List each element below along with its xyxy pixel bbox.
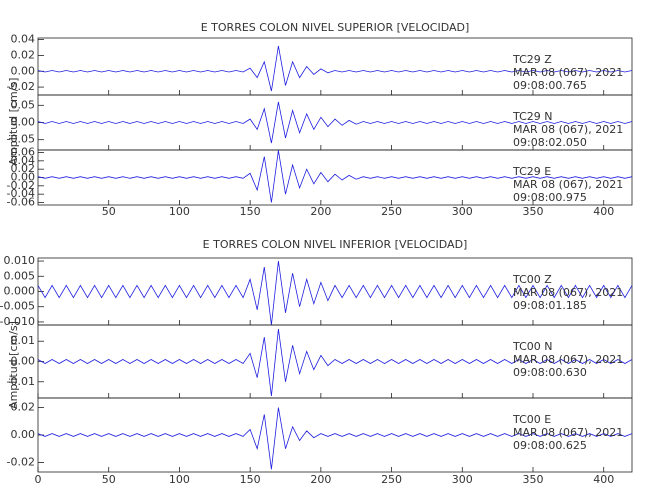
y-tick-label: 0.04 bbox=[11, 154, 36, 167]
time-label: 09:08:00.765 bbox=[513, 79, 587, 92]
y-tick-label: 0.02 bbox=[11, 162, 36, 175]
x-tick-label: 250 bbox=[381, 205, 402, 218]
waveform bbox=[37, 45, 633, 92]
chart-title: E TORRES COLON NIVEL INFERIOR [VELOCIDAD… bbox=[203, 238, 468, 251]
x-tick-label: 300 bbox=[452, 473, 473, 486]
date-label: MAR 08 (067), 2021 bbox=[513, 286, 623, 299]
y-tick-label: 0.04 bbox=[11, 33, 36, 46]
x-tick-label: 100 bbox=[169, 205, 190, 218]
time-label: 09:08:00.630 bbox=[513, 366, 587, 379]
time-label: 09:08:02.050 bbox=[513, 136, 587, 149]
date-label: MAR 08 (067), 2021 bbox=[513, 178, 623, 191]
y-tick-label: 0.000 bbox=[4, 285, 36, 298]
y-tick-label: -0.02 bbox=[7, 179, 35, 192]
y-tick-label: 0.02 bbox=[11, 48, 36, 61]
y-tick-label: 0.02 bbox=[11, 401, 36, 414]
station-label: TC00 N bbox=[512, 340, 552, 353]
x-tick-label: 350 bbox=[523, 473, 544, 486]
station-label: TC29 Z bbox=[512, 53, 552, 66]
x-tick-label: 50 bbox=[102, 205, 116, 218]
x-tick-label: 300 bbox=[452, 205, 473, 218]
y-tick-label: 0.00 bbox=[11, 171, 36, 184]
chart-title: E TORRES COLON NIVEL SUPERIOR [VELOCIDAD… bbox=[201, 21, 470, 34]
y-tick-label: 0.00 bbox=[11, 116, 36, 129]
time-label: 09:08:01.185 bbox=[513, 299, 587, 312]
y-tick-label: 0.005 bbox=[4, 269, 36, 282]
y-tick-label: -0.005 bbox=[0, 300, 35, 313]
date-label: MAR 08 (067), 2021 bbox=[513, 123, 623, 136]
x-tick-label: 400 bbox=[593, 473, 614, 486]
x-tick-label: 0 bbox=[35, 473, 42, 486]
x-tick-label: 200 bbox=[310, 473, 331, 486]
station-label: TC29 E bbox=[512, 165, 551, 178]
y-tick-label: -0.06 bbox=[7, 196, 35, 209]
y-tick-label: -0.02 bbox=[7, 80, 35, 93]
y-tick-label: -0.010 bbox=[0, 315, 35, 328]
y-tick-label: -0.05 bbox=[7, 133, 35, 146]
waveform bbox=[37, 407, 633, 470]
waveform bbox=[37, 329, 633, 397]
waveform bbox=[37, 150, 633, 203]
time-label: 09:08:00.625 bbox=[513, 439, 587, 452]
station-label: TC29 N bbox=[512, 110, 552, 123]
y-axis-label: Amplitud [cm/s] bbox=[7, 78, 20, 166]
x-tick-label: 100 bbox=[169, 473, 190, 486]
x-tick-label: 150 bbox=[240, 205, 261, 218]
y-axis-label: Amplitud [cm/s] bbox=[7, 321, 20, 409]
x-tick-label: 250 bbox=[381, 473, 402, 486]
date-label: MAR 08 (067), 2021 bbox=[513, 426, 623, 439]
x-tick-label: 400 bbox=[593, 205, 614, 218]
y-tick-label: 0.00 bbox=[11, 64, 36, 77]
y-tick-label: -0.02 bbox=[7, 455, 35, 468]
y-tick-label: 0.05 bbox=[11, 98, 36, 111]
time-label: 09:08:00.975 bbox=[513, 191, 587, 204]
waveform bbox=[37, 101, 633, 144]
y-tick-label: -0.01 bbox=[7, 375, 35, 388]
x-tick-label: 150 bbox=[240, 473, 261, 486]
y-tick-label: -0.04 bbox=[7, 187, 35, 200]
y-tick-label: 0.00 bbox=[11, 355, 36, 368]
date-label: MAR 08 (067), 2021 bbox=[513, 66, 623, 79]
x-tick-label: 50 bbox=[102, 473, 116, 486]
x-tick-label: 350 bbox=[523, 205, 544, 218]
y-tick-label: 0.00 bbox=[11, 428, 36, 441]
y-tick-label: 0.06 bbox=[11, 146, 36, 159]
station-label: TC00 Z bbox=[512, 273, 552, 286]
date-label: MAR 08 (067), 2021 bbox=[513, 353, 623, 366]
station-label: TC00 E bbox=[512, 413, 551, 426]
y-tick-label: 0.010 bbox=[4, 254, 36, 267]
x-tick-label: 200 bbox=[310, 205, 331, 218]
waveform bbox=[37, 260, 633, 326]
y-tick-label: 0.01 bbox=[11, 334, 36, 347]
